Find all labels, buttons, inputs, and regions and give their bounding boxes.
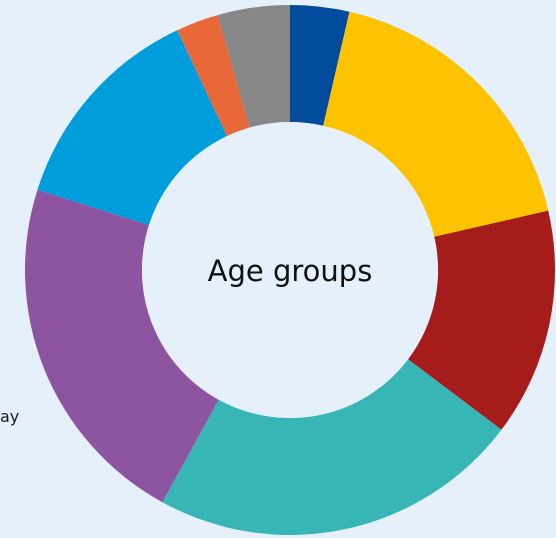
donut-slice-1 xyxy=(290,5,350,126)
donut-hole xyxy=(142,122,438,418)
slice-group xyxy=(24,5,556,536)
donut-slice-4 xyxy=(162,359,502,536)
donut-slice-6 xyxy=(37,30,227,226)
donut-slice-8 xyxy=(217,5,290,128)
donut-slice-3 xyxy=(408,210,556,430)
donut-slice-7 xyxy=(177,15,250,137)
donut-slice-2 xyxy=(323,11,549,237)
truncated-legend-text: ay xyxy=(0,407,20,426)
donut-slice-5 xyxy=(24,189,219,503)
center-label: Age groups xyxy=(208,254,373,288)
